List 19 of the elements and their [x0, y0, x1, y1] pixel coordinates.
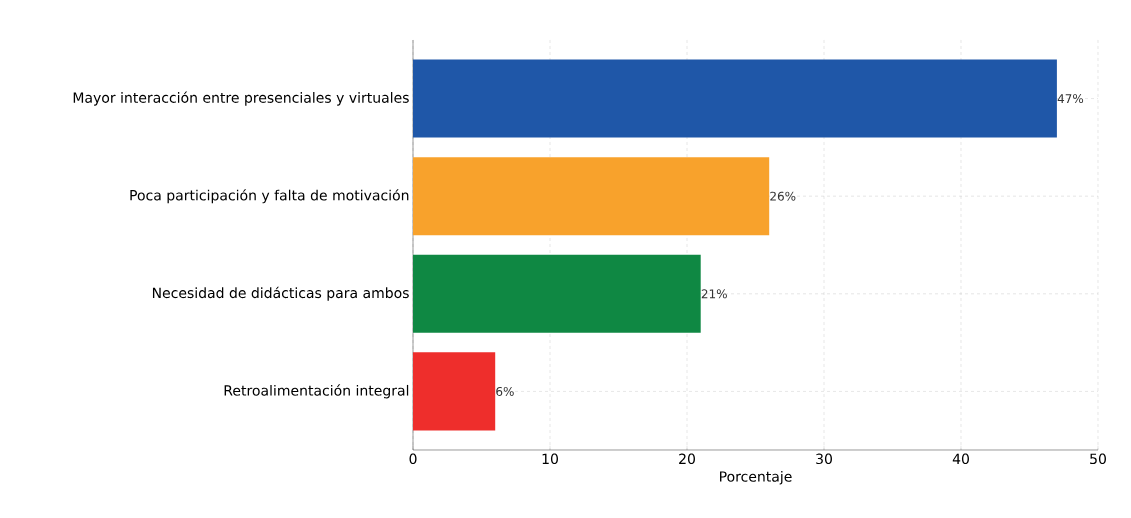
x-tick-label: 10 — [542, 453, 558, 465]
x-axis-title: Porcentaje — [720, 470, 792, 485]
bar — [413, 352, 496, 431]
data-label: 47% — [1057, 94, 1084, 104]
y-tick-label: Retroalimentación integral — [224, 384, 409, 399]
y-tick-label: Necesidad de didácticas para ambos — [152, 286, 409, 301]
bar — [413, 157, 770, 236]
x-tick-label: 30 — [816, 453, 832, 465]
x-tick-label: 40 — [952, 453, 969, 465]
x-tick-label: 20 — [679, 453, 695, 465]
x-tick-label: 50 — [1090, 453, 1106, 465]
data-label: 6% — [496, 386, 514, 396]
bar — [413, 254, 701, 333]
bar — [413, 59, 1057, 138]
x-tick-label: 0 — [409, 453, 417, 465]
data-label: 26% — [770, 191, 796, 201]
y-tick-label: Poca participación y falta de motivación — [130, 189, 409, 204]
y-tick-label: Mayor interacción entre presenciales y virtuales — [73, 91, 409, 106]
data-label: 21% — [701, 289, 727, 299]
